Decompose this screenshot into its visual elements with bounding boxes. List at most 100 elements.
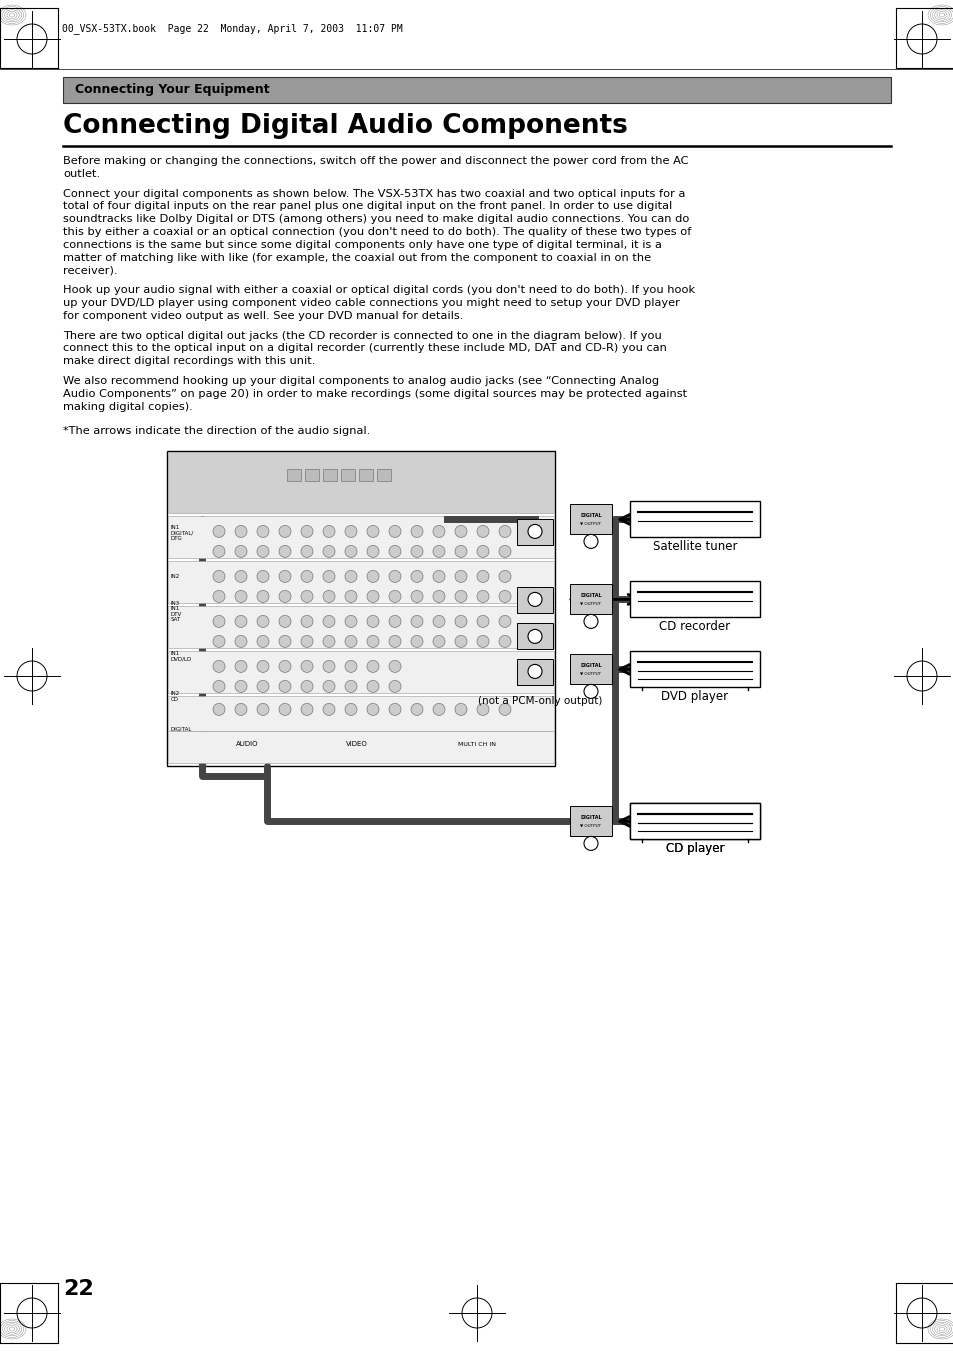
Text: soundtracks like Dolby Digital or DTS (among others) you need to make digital au: soundtracks like Dolby Digital or DTS (a… xyxy=(63,215,689,224)
Text: Audio Components” on page 20) in order to make recordings (some digital sources : Audio Components” on page 20) in order t… xyxy=(63,389,686,399)
Circle shape xyxy=(455,546,467,558)
Circle shape xyxy=(527,592,541,607)
Text: (not a PCM-only output): (not a PCM-only output) xyxy=(477,696,601,707)
Circle shape xyxy=(455,570,467,582)
Circle shape xyxy=(583,685,598,698)
Text: CD player: CD player xyxy=(665,843,723,855)
Text: AUDIO: AUDIO xyxy=(235,742,258,747)
Circle shape xyxy=(213,526,225,538)
Circle shape xyxy=(213,546,225,558)
Bar xyxy=(629,804,760,839)
Text: We also recommend hooking up your digital components to analog audio jacks (see : We also recommend hooking up your digita… xyxy=(63,376,659,386)
Bar xyxy=(168,562,554,604)
Circle shape xyxy=(213,681,225,693)
Circle shape xyxy=(278,570,291,582)
Bar xyxy=(63,77,890,103)
Text: CD player: CD player xyxy=(665,843,723,855)
Circle shape xyxy=(234,590,247,603)
Circle shape xyxy=(345,546,356,558)
Bar xyxy=(569,654,612,685)
Circle shape xyxy=(433,704,444,716)
Circle shape xyxy=(301,590,313,603)
Text: IN1
DIGITAL/
DTG: IN1 DIGITAL/ DTG xyxy=(171,526,194,542)
Bar xyxy=(168,607,554,648)
Circle shape xyxy=(345,704,356,716)
Circle shape xyxy=(433,616,444,627)
Circle shape xyxy=(256,635,269,647)
Circle shape xyxy=(256,661,269,673)
Circle shape xyxy=(476,526,489,538)
Bar xyxy=(517,623,553,650)
Text: Connect your digital components as shown below. The VSX-53TX has two coaxial and: Connect your digital components as shown… xyxy=(63,189,684,199)
Bar xyxy=(629,804,760,839)
Bar xyxy=(287,469,301,481)
Bar xyxy=(629,501,760,538)
Circle shape xyxy=(256,616,269,627)
Text: ▼ OUTPUT: ▼ OUTPUT xyxy=(579,521,601,526)
Circle shape xyxy=(367,635,378,647)
Circle shape xyxy=(301,681,313,693)
Text: make direct digital recordings with this unit.: make direct digital recordings with this… xyxy=(63,357,315,366)
Circle shape xyxy=(498,635,511,647)
Circle shape xyxy=(389,570,400,582)
Circle shape xyxy=(323,546,335,558)
Bar xyxy=(168,453,554,513)
Circle shape xyxy=(498,546,511,558)
Bar xyxy=(358,469,373,481)
Text: Before making or changing the connections, switch off the power and disconnect t: Before making or changing the connection… xyxy=(63,155,688,166)
Circle shape xyxy=(433,590,444,603)
Text: VIDEO: VIDEO xyxy=(346,742,368,747)
Text: Connecting Your Equipment: Connecting Your Equipment xyxy=(75,84,270,96)
Circle shape xyxy=(256,546,269,558)
Circle shape xyxy=(455,526,467,538)
Circle shape xyxy=(498,616,511,627)
Text: ▼ OUTPUT: ▼ OUTPUT xyxy=(579,823,601,827)
Text: matter of matching like with like (for example, the coaxial out from the compone: matter of matching like with like (for e… xyxy=(63,253,651,262)
Circle shape xyxy=(389,681,400,693)
Bar xyxy=(629,651,760,688)
Circle shape xyxy=(234,661,247,673)
Circle shape xyxy=(476,704,489,716)
Circle shape xyxy=(583,535,598,549)
Circle shape xyxy=(345,681,356,693)
Circle shape xyxy=(345,661,356,673)
Text: DIGITAL: DIGITAL xyxy=(579,513,601,517)
Circle shape xyxy=(389,661,400,673)
Circle shape xyxy=(411,526,422,538)
Text: DIGITAL: DIGITAL xyxy=(579,663,601,667)
Circle shape xyxy=(367,704,378,716)
Circle shape xyxy=(278,616,291,627)
Circle shape xyxy=(256,590,269,603)
Text: IN2
CD: IN2 CD xyxy=(171,692,180,701)
Circle shape xyxy=(278,635,291,647)
Text: CD recorder: CD recorder xyxy=(659,620,730,634)
Circle shape xyxy=(527,665,541,678)
Circle shape xyxy=(323,616,335,627)
Bar xyxy=(168,516,554,558)
Circle shape xyxy=(234,635,247,647)
Bar xyxy=(629,581,760,617)
Circle shape xyxy=(234,616,247,627)
Circle shape xyxy=(367,526,378,538)
Circle shape xyxy=(278,704,291,716)
Text: total of four digital inputs on the rear panel plus one digital input on the fro: total of four digital inputs on the rear… xyxy=(63,201,672,211)
Circle shape xyxy=(476,546,489,558)
Circle shape xyxy=(301,661,313,673)
Circle shape xyxy=(433,635,444,647)
Circle shape xyxy=(278,661,291,673)
Text: making digital copies).: making digital copies). xyxy=(63,401,193,412)
Text: receiver).: receiver). xyxy=(63,265,117,276)
Text: ▼ OUTPUT: ▼ OUTPUT xyxy=(579,601,601,605)
Circle shape xyxy=(256,704,269,716)
Circle shape xyxy=(455,704,467,716)
Circle shape xyxy=(389,616,400,627)
Text: DIGITAL: DIGITAL xyxy=(579,815,601,820)
Circle shape xyxy=(455,635,467,647)
Circle shape xyxy=(323,704,335,716)
Text: IN2: IN2 xyxy=(171,574,180,578)
Bar xyxy=(340,469,355,481)
Circle shape xyxy=(455,616,467,627)
Text: 00_VSX-53TX.book  Page 22  Monday, April 7, 2003  11:07 PM: 00_VSX-53TX.book Page 22 Monday, April 7… xyxy=(62,23,402,35)
Circle shape xyxy=(323,661,335,673)
Circle shape xyxy=(433,526,444,538)
